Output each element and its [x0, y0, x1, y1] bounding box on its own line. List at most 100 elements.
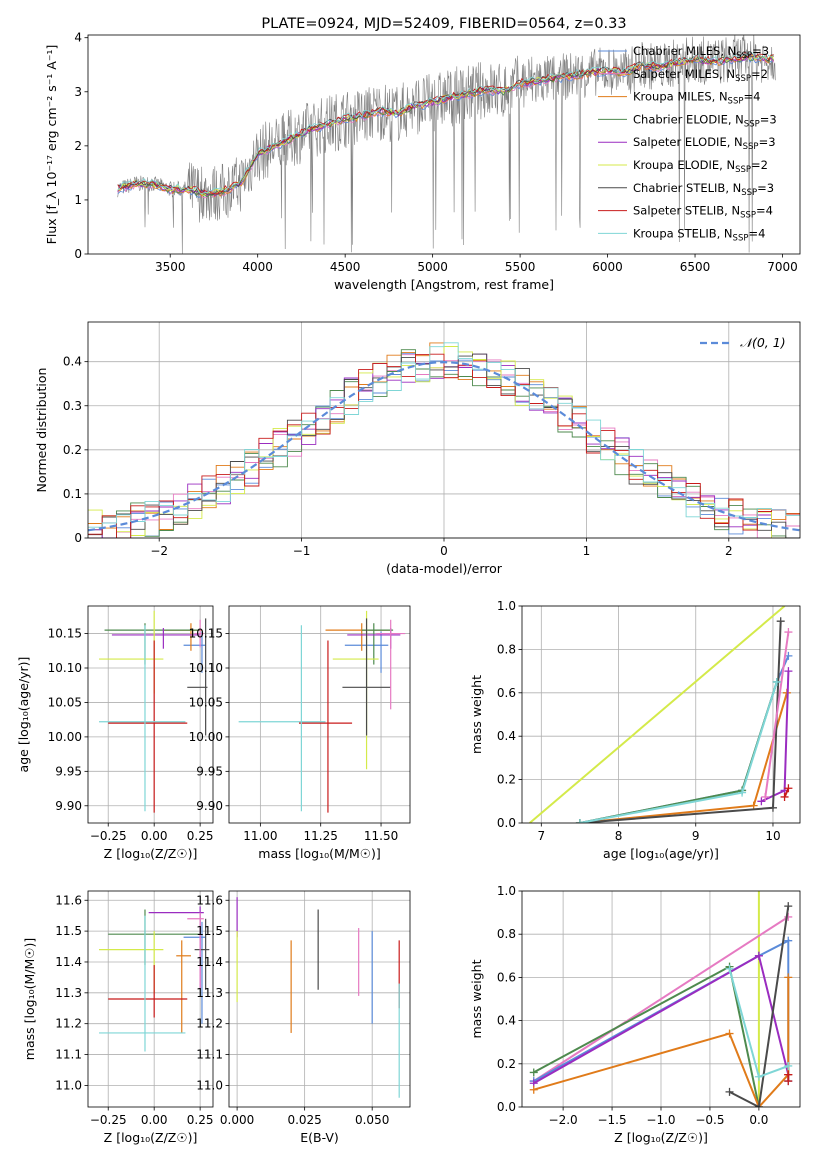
legend-label-sub: SSP [735, 74, 751, 84]
y-tick-label: 10.00 [189, 730, 223, 744]
weight-line-5 [533, 977, 790, 1107]
x-tick-label: 5000 [417, 260, 448, 274]
plus-marker [754, 1072, 763, 1081]
legend-label-8: Kroupa STELIB, NSSP=4 [633, 226, 765, 243]
legend-label-sub: SSP [735, 165, 751, 175]
y-tick-label: 1 [74, 193, 82, 207]
legend-label-sub: SSP [741, 188, 757, 198]
y-tick-label: 0.0 [497, 1100, 516, 1114]
age_vs_Z-points [99, 610, 208, 813]
x-tick-label: 0.0 [749, 1113, 768, 1127]
y-tick-label: 11.3 [55, 986, 82, 1000]
x-tick-label: 7000 [767, 260, 798, 274]
x-axis-label: mass [log₁₀(M/M☉)] [258, 846, 380, 861]
x-axis-label: age [log₁₀(age/yr)] [603, 846, 719, 861]
legend-label-sub: SSP [733, 233, 749, 243]
plus-marker [784, 667, 793, 676]
x-tick-label: −2.0 [549, 1113, 578, 1127]
axes-frame [87, 321, 801, 539]
y-tick-label: 1.0 [497, 884, 516, 898]
axes-frame [521, 890, 801, 1108]
legend-label-main: Chabrier ELODIE, N [633, 112, 744, 126]
plus-marker [780, 792, 789, 801]
plus-marker [725, 1087, 734, 1096]
plus-marker [784, 784, 793, 793]
legend-label-tail: =4 [748, 226, 765, 240]
y-axis-label: mass weight [469, 675, 484, 754]
legend-label-sub: SSP [728, 97, 744, 107]
y-tick-label: 9.95 [196, 764, 223, 778]
y-tick-label: 10.10 [189, 661, 223, 675]
y-tick-label: 10.15 [189, 627, 223, 641]
axes-frame [521, 605, 801, 824]
x-tick-label: 0 [440, 544, 448, 558]
x-tick-label: 0.25 [187, 829, 214, 843]
legend-label-sub: SSP [744, 119, 760, 129]
x-tick-label: 11.25 [304, 829, 338, 843]
legend-label-main: Chabrier MILES, N [633, 44, 736, 58]
y-tick-label: 0.4 [497, 729, 516, 743]
x-tick-label: 0.050 [355, 1113, 389, 1127]
legend-label-4: Salpeter ELODIE, NSSP=3 [633, 135, 776, 152]
legend-label-5: Kroupa ELODIE, NSSP=2 [633, 158, 768, 175]
weight_vs_Z-lines [529, 891, 793, 1107]
x-tick-label: −0.5 [695, 1113, 724, 1127]
plus-marker [776, 617, 785, 626]
y-tick-label: 0.2 [497, 773, 516, 787]
y-tick-label: 11.6 [55, 893, 82, 907]
x-axis-label: E(B-V) [300, 1130, 339, 1145]
axes-frame [87, 34, 801, 255]
y-tick-label: 11.6 [196, 893, 223, 907]
plus-marker [772, 677, 781, 686]
plus-marker [575, 819, 584, 823]
plus-marker [757, 797, 766, 806]
weight-line-5 [579, 621, 782, 823]
weight-line-1 [579, 655, 790, 823]
y-tick-label: 0.6 [497, 686, 516, 700]
plus-marker [529, 1068, 538, 1077]
legend-label-tail: =4 [756, 204, 773, 218]
legend-label-main: Chabrier STELIB, N [633, 181, 741, 195]
y-axis-label: Flux [f_λ 10⁻¹⁷ erg cm⁻² s⁻¹ A⁻¹] [44, 45, 59, 245]
plus-marker [768, 803, 777, 812]
x-tick-label: 0.00 [141, 829, 168, 843]
y-tick-label: 0.1 [63, 487, 82, 501]
legend-label-tail: =3 [759, 135, 776, 149]
normal-pdf-curve [88, 360, 800, 532]
weight-line-1 [533, 916, 789, 1082]
plus-marker [725, 964, 734, 973]
age_vs_mass-points [238, 610, 406, 813]
x-tick-label: 0.000 [220, 1113, 254, 1127]
plus-marker [761, 792, 770, 801]
y-tick-label: 10.00 [48, 730, 82, 744]
plus-marker [784, 1061, 793, 1070]
y-tick-label: 9.90 [196, 799, 223, 813]
model-line-6 [117, 52, 774, 196]
x-tick-label: 11.00 [243, 829, 277, 843]
y-tick-label: 11.4 [196, 955, 223, 969]
legend-label-main: Kroupa STELIB, N [633, 226, 733, 240]
weight-line-6 [764, 631, 790, 798]
plus-marker [749, 801, 758, 810]
x-tick-label: 9 [692, 829, 700, 843]
legend-label-tail: =3 [752, 44, 769, 58]
spectrum-plot [117, 35, 776, 254]
legend-label-tail: =3 [760, 112, 777, 126]
y-axis-label: mass [log₁₀(M/M☉)] [22, 938, 37, 1060]
legend-label-0: Chabrier MILES, NSSP=3 [633, 44, 769, 61]
model-line-8 [117, 52, 775, 195]
legend-label-1: Salpeter MILES, NSSP=2 [633, 67, 768, 84]
y-tick-label: 0.6 [497, 970, 516, 984]
legend-label-sub: SSP [743, 142, 759, 152]
y-tick-label: 0.4 [497, 1014, 516, 1028]
y-tick-label: 11.4 [55, 955, 82, 969]
weight-line-6 [729, 905, 790, 1107]
legend-label-normal: 𝒩(0, 1) [740, 335, 786, 350]
plus-marker [784, 912, 793, 921]
y-tick-label: 11.5 [196, 924, 223, 938]
x-axis-label: (data-model)/error [386, 561, 503, 576]
y-axis-label: Normed distribution [34, 368, 49, 493]
legend-label-main: Kroupa MILES, N [633, 90, 728, 104]
y-tick-label: 11.5 [55, 924, 82, 938]
